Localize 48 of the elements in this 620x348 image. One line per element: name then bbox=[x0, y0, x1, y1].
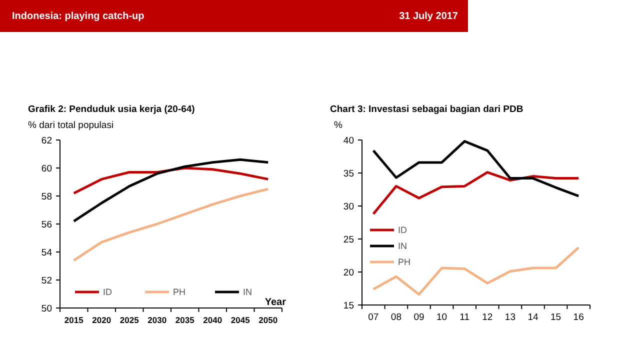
chart-title: Chart 3: Investasi sebagai bagian dari PDB bbox=[330, 104, 524, 115]
y-tick-label: 50 bbox=[41, 303, 52, 314]
y-tick-label: 40 bbox=[343, 135, 354, 146]
x-axis-title: Year bbox=[264, 297, 286, 308]
legend-label: PH bbox=[173, 287, 186, 298]
y-axis-title: % bbox=[334, 120, 343, 131]
y-tick-label: 58 bbox=[41, 191, 52, 202]
x-tick-label: 2045 bbox=[230, 315, 250, 325]
x-tick-label: 07 bbox=[368, 312, 379, 323]
x-tick-label: 2050 bbox=[258, 315, 278, 325]
x-tick-label: 2025 bbox=[120, 315, 140, 325]
legend-label: IN bbox=[398, 241, 407, 252]
y-tick-label: 62 bbox=[41, 135, 52, 146]
line-series bbox=[72, 188, 270, 262]
y-tick-label: 60 bbox=[41, 163, 52, 174]
x-tick-label: 15 bbox=[550, 312, 562, 323]
y-tick-label: 15 bbox=[343, 300, 354, 312]
legend-label: ID bbox=[398, 225, 408, 236]
y-tick-label: 56 bbox=[41, 219, 52, 230]
x-tick-label: 14 bbox=[528, 312, 538, 323]
x-tick-label: 13 bbox=[504, 312, 516, 323]
x-tick-label: 16 bbox=[573, 312, 584, 323]
x-tick-label: 10 bbox=[436, 312, 448, 323]
x-tick-label: 08 bbox=[390, 312, 402, 323]
y-tick-label: 30 bbox=[343, 201, 354, 212]
x-tick-label: 11 bbox=[460, 312, 470, 323]
x-tick-label: 2015 bbox=[64, 315, 84, 325]
y-tick-label: 35 bbox=[343, 168, 354, 180]
line-series bbox=[72, 158, 270, 222]
chart-title: Grafik 2: Penduduk usia kerja (20-64) bbox=[28, 104, 195, 115]
x-tick-label: 12 bbox=[482, 312, 493, 323]
text: 31 July 2017 bbox=[399, 11, 458, 22]
legend-label: PH bbox=[398, 257, 411, 268]
text: Indonesia: playing catch-up bbox=[12, 11, 144, 22]
x-tick-label: 2035 bbox=[175, 315, 195, 325]
x-tick-label: 2020 bbox=[92, 315, 112, 325]
legend-label: IN bbox=[243, 287, 252, 298]
x-tick-label: 2040 bbox=[203, 315, 222, 325]
y-tick-label: 25 bbox=[343, 234, 354, 246]
y-axis-title: % dari total populasi bbox=[28, 120, 114, 131]
x-tick-label: 2030 bbox=[148, 315, 167, 325]
legend-label: ID bbox=[103, 287, 112, 298]
y-tick-label: 20 bbox=[343, 267, 354, 278]
x-tick-label: 09 bbox=[414, 312, 424, 323]
y-tick-label: 52 bbox=[41, 275, 52, 286]
line-series bbox=[372, 140, 580, 198]
line-series bbox=[372, 171, 580, 216]
y-tick-label: 54 bbox=[41, 247, 52, 258]
